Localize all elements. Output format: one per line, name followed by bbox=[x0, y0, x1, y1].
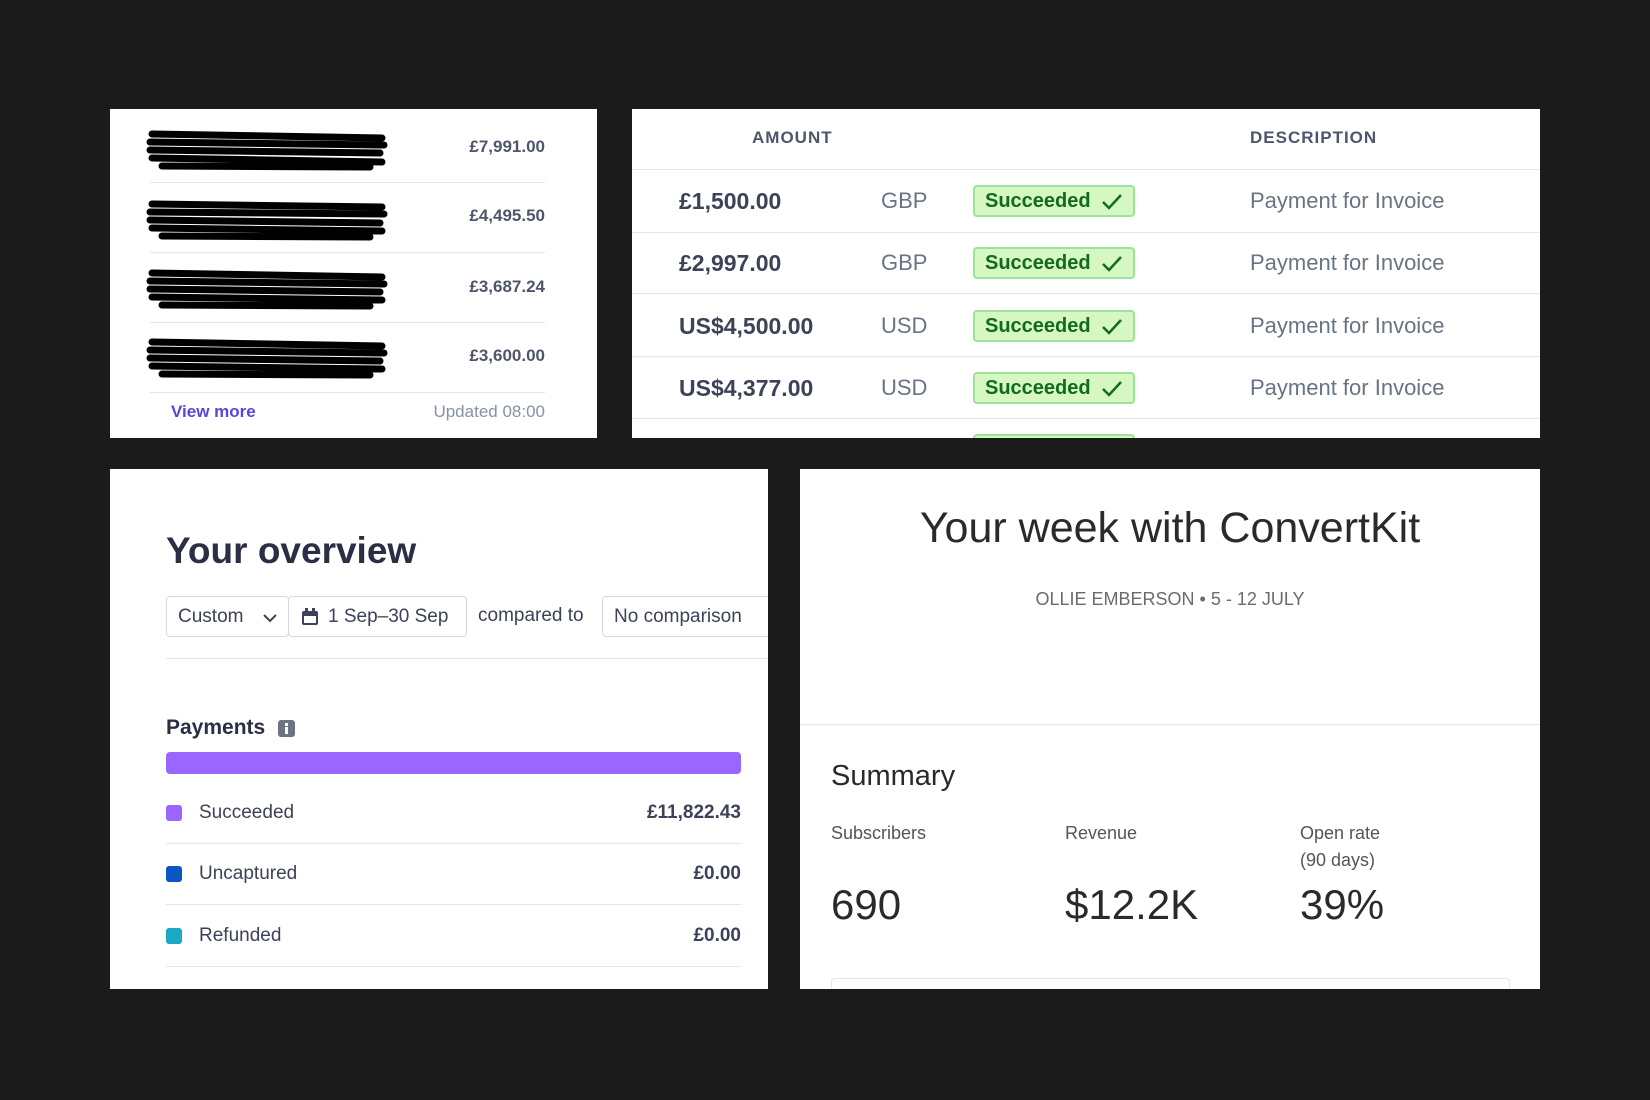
check-icon bbox=[1102, 256, 1122, 272]
stat-label: Revenue bbox=[1065, 823, 1138, 843]
row-label: Uncaptured bbox=[199, 863, 298, 884]
amount: £1,500.00 bbox=[679, 188, 782, 214]
currency: USD bbox=[881, 375, 928, 400]
amount: £7,991.00 bbox=[469, 137, 545, 156]
legend-dot bbox=[166, 928, 182, 944]
divider bbox=[150, 252, 545, 253]
payments-bar bbox=[166, 752, 741, 774]
info-icon bbox=[278, 720, 295, 737]
column-header: AMOUNT bbox=[752, 128, 833, 147]
row-amount: £0.00 bbox=[693, 925, 741, 946]
row-label: Succeeded bbox=[199, 802, 295, 823]
divider bbox=[166, 658, 768, 659]
amount: £3,687.24 bbox=[469, 277, 545, 296]
amount: US$4,377.00 bbox=[679, 375, 814, 401]
divider bbox=[632, 418, 1540, 419]
check-icon bbox=[1102, 381, 1122, 397]
currency: GBP bbox=[881, 188, 928, 213]
date-range: 1 Sep–30 Sep bbox=[328, 606, 449, 627]
date-picker[interactable]: 1 Sep–30 Sep bbox=[288, 596, 467, 637]
weekly-subtitle: OLLIE EMBERSON • 5 - 12 JULY bbox=[1035, 589, 1305, 609]
legend-dot bbox=[166, 866, 182, 882]
redaction-scribbles bbox=[146, 130, 388, 379]
divider bbox=[150, 182, 545, 183]
comparison-label: No comparison bbox=[614, 606, 742, 627]
divider bbox=[150, 322, 545, 323]
stat-label: Open rate bbox=[1300, 823, 1381, 843]
customers-panel: £7,991.00 £4,495.50 £3,687.24 £3,600.00 … bbox=[110, 109, 597, 438]
divider bbox=[150, 392, 545, 393]
check-icon bbox=[1102, 319, 1122, 335]
divider bbox=[632, 169, 1540, 170]
divider bbox=[632, 232, 1540, 233]
overview-panel: Your overview Custom 1 Sep–30 Sep compar… bbox=[110, 469, 768, 989]
stat-value: $12.2K bbox=[1065, 881, 1199, 928]
view-more-link[interactable]: View more bbox=[171, 402, 256, 421]
status-text: Succeeded bbox=[985, 377, 1091, 399]
row-label: Refunded bbox=[199, 925, 282, 946]
divider bbox=[632, 356, 1540, 357]
status-badge: Succeeded bbox=[973, 185, 1135, 217]
status-badge: Succeeded bbox=[973, 247, 1135, 279]
status-text: Succeeded bbox=[985, 315, 1091, 337]
check-icon bbox=[1102, 194, 1122, 210]
currency: USD bbox=[881, 313, 928, 338]
amount: £2,997.00 bbox=[679, 250, 782, 276]
column-header: DESCRIPTION bbox=[1250, 128, 1378, 147]
status-text: Succeeded bbox=[985, 190, 1091, 212]
card-edge bbox=[831, 978, 1510, 989]
status-badge: Succeeded bbox=[973, 372, 1135, 404]
stat-value: 690 bbox=[831, 881, 902, 928]
section-title: Payments bbox=[166, 716, 266, 739]
description: Payment for Invoice bbox=[1250, 313, 1445, 338]
calendar-icon bbox=[302, 608, 318, 625]
row-amount: £0.00 bbox=[693, 863, 741, 884]
description: Payment for Invoice bbox=[1250, 375, 1445, 400]
payments-table-panel: AMOUNT DESCRIPTION £1,500.00 GBP Succeeded… bbox=[632, 109, 1540, 438]
divider bbox=[166, 966, 741, 967]
weekly-title: Your week with ConvertKit bbox=[919, 504, 1421, 552]
stat-note: (90 days) bbox=[1300, 850, 1376, 870]
range-select[interactable]: Custom bbox=[166, 596, 289, 637]
comparison-select[interactable]: No comparison bbox=[602, 596, 768, 637]
status-badge-partial bbox=[973, 434, 1135, 438]
summary-title: Summary bbox=[831, 760, 956, 792]
range-select-label: Custom bbox=[178, 606, 244, 627]
divider bbox=[166, 904, 741, 905]
divider bbox=[632, 293, 1540, 294]
updated-time: Updated 08:00 bbox=[433, 402, 545, 421]
divider bbox=[800, 724, 1540, 725]
amount: £3,600.00 bbox=[469, 346, 545, 365]
stat-label: Subscribers bbox=[831, 823, 927, 843]
divider bbox=[166, 843, 741, 844]
status-badge: Succeeded bbox=[973, 310, 1135, 342]
amount: £4,495.50 bbox=[469, 206, 545, 225]
overview-title: Your overview bbox=[166, 530, 417, 571]
chevron bbox=[263, 614, 277, 623]
currency: GBP bbox=[881, 250, 928, 275]
weekly-panel: Your week with ConvertKit OLLIE EMBERSON… bbox=[800, 469, 1540, 989]
description: Payment for Invoice bbox=[1250, 188, 1445, 213]
description: Payment for Invoice bbox=[1250, 250, 1445, 275]
legend-dot bbox=[166, 805, 182, 821]
status-text: Succeeded bbox=[985, 252, 1091, 274]
stat-value: 39% bbox=[1300, 881, 1385, 928]
amount: US$4,500.00 bbox=[679, 313, 814, 339]
compared-to: compared to bbox=[478, 605, 584, 626]
row-amount: £11,822.43 bbox=[646, 802, 741, 823]
